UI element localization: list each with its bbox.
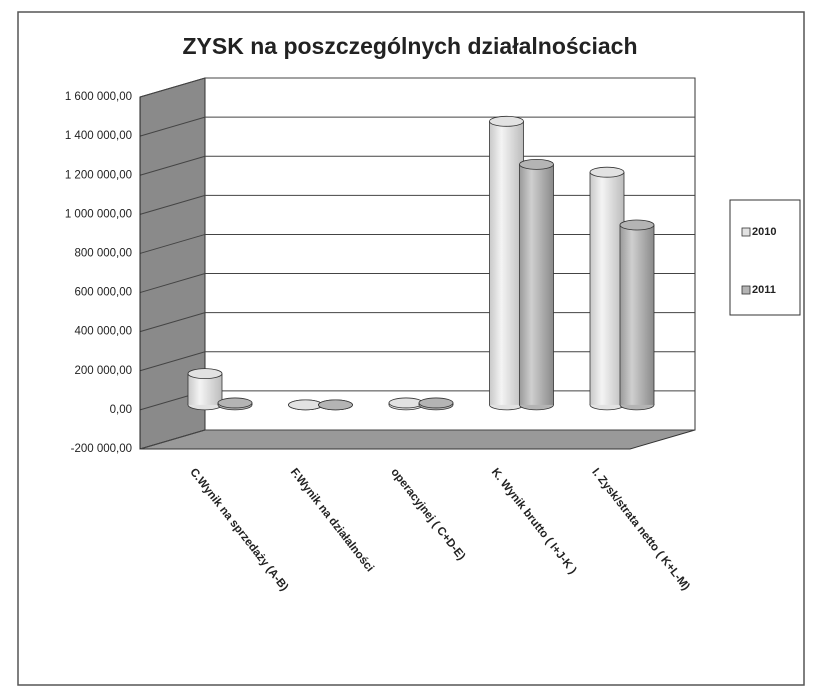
chart-title: ZYSK na poszczególnych działalnościach [182,33,637,59]
y-tick-label: 800 000,00 [74,247,132,259]
bar [187,368,223,411]
y-tick-label: 200 000,00 [74,365,132,377]
y-tick-label: 400 000,00 [74,326,132,338]
floor [139,429,696,450]
bar-top [589,166,625,178]
bar [589,166,625,411]
bar-top [187,368,223,380]
grid-line [139,116,695,137]
bar [519,158,554,411]
legend-label: 2010 [752,226,776,238]
bar [619,219,655,411]
bar-top [619,219,655,231]
bar-top [388,397,424,409]
bar [489,115,524,411]
bar [217,397,253,411]
bar-top [519,158,554,170]
bar-top [318,399,353,411]
y-tick-label: -200 000,00 [71,443,132,455]
legend-swatch [741,227,751,237]
bar-top [489,115,524,127]
legend-label: 2011 [752,284,776,296]
bar-body [519,164,554,405]
bar-body [620,224,654,405]
grid-line [139,155,695,176]
bar-top [288,399,323,411]
y-tick-label: 1 000 000,00 [65,208,132,220]
y-tick-label: 0,00 [110,404,132,416]
bar [318,399,353,411]
bar-body [590,172,624,405]
legend-box [729,199,801,316]
y-tick-label: 1 200 000,00 [65,169,132,181]
bar-body [489,121,524,405]
y-tick-label: 1 400 000,00 [65,130,132,142]
y-tick-label: 600 000,00 [74,287,132,299]
y-tick-label: 1 600 000,00 [65,91,132,103]
bar-top [217,397,253,409]
bar-top [418,397,454,409]
bar [418,397,454,411]
grid-line [139,77,695,98]
bar [288,399,323,411]
bar [388,397,424,411]
legend-swatch [741,285,751,295]
grid-line [139,429,695,450]
